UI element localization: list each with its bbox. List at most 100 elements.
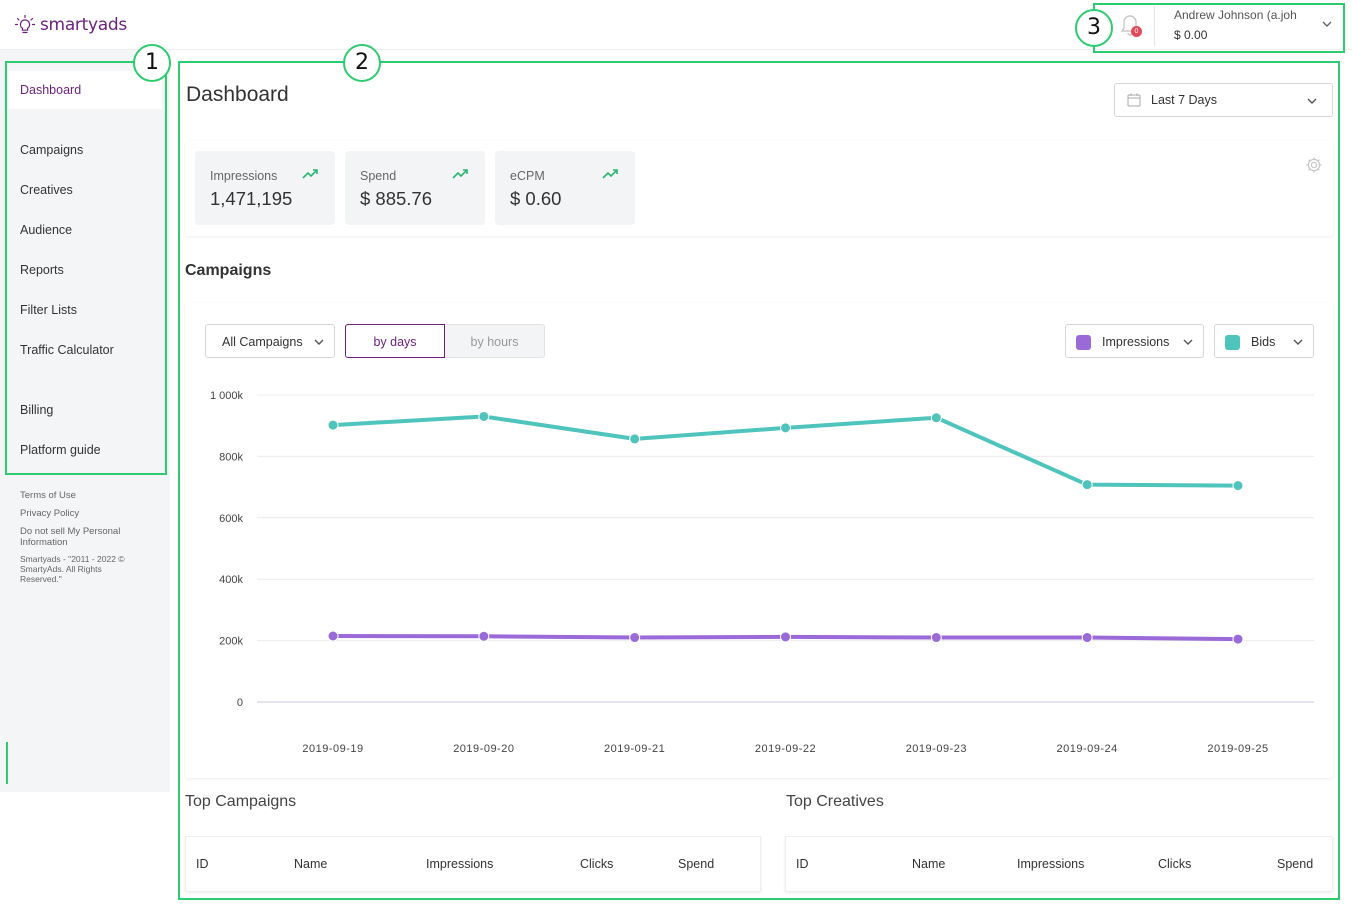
- data-point-impressions: [780, 631, 791, 643]
- metric2-value: Bids: [1251, 335, 1276, 349]
- user-name[interactable]: Andrew Johnson (a.joh: [1174, 8, 1297, 22]
- y-tick-label: 800k: [219, 451, 243, 463]
- y-tick-label: 600k: [219, 513, 243, 525]
- x-tick-label: 2019-09-20: [453, 743, 514, 755]
- stat-value: $ 885.76: [360, 188, 433, 209]
- stat-value: $ 0.60: [510, 188, 562, 209]
- x-tick-label: 2019-09-21: [604, 743, 665, 755]
- data-point-bids: [1081, 479, 1093, 491]
- campaign-select[interactable]: All Campaigns: [205, 324, 335, 358]
- user-balance: $ 0.00: [1174, 28, 1208, 42]
- stat-label: Impressions: [210, 169, 278, 183]
- data-point-bids: [780, 422, 791, 434]
- data-point-impressions: [1081, 632, 1093, 644]
- metric2-select[interactable]: Bids: [1214, 324, 1314, 358]
- date-range-value: Last 7 Days: [1151, 93, 1218, 107]
- y-tick-label: 0: [237, 697, 243, 709]
- sidebar-item-campaigns[interactable]: Campaigns: [20, 143, 84, 157]
- top-creatives-table: ID Name Impressions Clicks Spend: [785, 836, 1333, 892]
- data-point-impressions: [629, 632, 641, 644]
- x-tick-label: 2019-09-24: [1057, 743, 1118, 755]
- copyright: Smartyads - "2011 - 2022 © SmartyAds. Al…: [20, 554, 125, 584]
- stat-card-ecpm: eCPM $ 0.60: [495, 151, 635, 225]
- do-not-sell-link[interactable]: Do not sell My Personal Information: [20, 526, 121, 548]
- privacy-link[interactable]: Privacy Policy: [20, 508, 80, 519]
- date-range-select[interactable]: Last 7 Days: [1114, 83, 1333, 117]
- x-tick-label: 2019-09-22: [755, 743, 816, 755]
- data-point-impressions: [478, 630, 490, 642]
- trend-up-icon: [452, 169, 468, 179]
- y-tick-label: 400k: [219, 574, 243, 586]
- chevron-down-icon: [1307, 98, 1317, 104]
- top-campaigns-title: Top Campaigns: [185, 793, 297, 810]
- campaigns-section-title: Campaigns: [185, 262, 272, 279]
- stat-label: Spend: [360, 169, 397, 183]
- data-point-impressions: [1232, 633, 1244, 645]
- sidebar: Dashboard Campaigns Creatives Audience R…: [0, 50, 170, 792]
- data-point-bids: [478, 410, 490, 422]
- data-point-impressions: [930, 632, 942, 644]
- top-creatives-title: Top Creatives: [786, 793, 884, 810]
- notification-badge: 0: [1131, 26, 1142, 37]
- col-header-spend[interactable]: Spend: [678, 857, 715, 871]
- data-point-bids: [327, 419, 339, 431]
- annotation-marker-2: 2: [343, 44, 381, 82]
- line-chart: 0 200k 400k 600k 800k 1 000k 2019-09-19 2019-09…: [210, 390, 1314, 755]
- stat-card-spend: Spend $ 885.76: [345, 151, 485, 225]
- annotation-marker-3: 3: [1075, 9, 1113, 47]
- chevron-down-icon[interactable]: [1320, 17, 1334, 31]
- col-header-clicks[interactable]: Clicks: [580, 857, 614, 871]
- trend-up-icon: [302, 169, 318, 179]
- logo[interactable]: smartyads: [14, 14, 127, 36]
- campaign-select-value: All Campaigns: [222, 335, 303, 349]
- chevron-down-icon: [1183, 339, 1193, 345]
- data-point-bids: [1232, 480, 1244, 492]
- sidebar-item-filter-lists[interactable]: Filter Lists: [20, 303, 77, 317]
- data-point-bids: [930, 412, 942, 424]
- calendar-icon: [1127, 93, 1141, 107]
- divider: [1154, 6, 1155, 46]
- sidebar-item-billing[interactable]: Billing: [20, 403, 54, 417]
- top-bar: smartyads 0 Andrew Johnson (a.joh $ 0.00: [0, 0, 1352, 50]
- col-header-clicks[interactable]: Clicks: [1158, 857, 1192, 871]
- sidebar-item-platform-guide[interactable]: Platform guide: [20, 443, 101, 457]
- stats-panel: Impressions 1,471,195 Spend $ 885.76 eCP…: [185, 141, 1333, 236]
- campaigns-chart-panel: All Campaigns by days by hours Impressio…: [185, 303, 1333, 778]
- col-header-id[interactable]: ID: [796, 857, 809, 871]
- data-point-bids: [629, 433, 641, 445]
- stat-value: 1,471,195: [210, 188, 293, 209]
- y-tick-label: 1 000k: [210, 390, 244, 402]
- col-header-id[interactable]: ID: [196, 857, 209, 871]
- sidebar-item-reports[interactable]: Reports: [20, 263, 64, 277]
- by-hours-button[interactable]: by hours: [445, 324, 545, 358]
- trend-up-icon: [602, 169, 618, 179]
- sidebar-item-creatives[interactable]: Creatives: [20, 183, 73, 197]
- metric1-select[interactable]: Impressions: [1065, 324, 1204, 358]
- granularity-toggle: by days by hours: [345, 324, 545, 358]
- sidebar-item-audience[interactable]: Audience: [20, 223, 73, 237]
- col-header-name[interactable]: Name: [294, 857, 328, 871]
- page-title: Dashboard: [186, 83, 289, 106]
- annotation-marker-1: 1: [133, 44, 171, 82]
- lightbulb-icon: [14, 14, 36, 34]
- impressions-swatch: [1076, 335, 1091, 350]
- terms-link[interactable]: Terms of Use: [20, 490, 76, 501]
- sidebar-item-dashboard[interactable]: Dashboard: [8, 71, 162, 109]
- gear-icon[interactable]: [1305, 156, 1323, 174]
- col-header-impressions[interactable]: Impressions: [426, 857, 494, 871]
- col-header-impressions[interactable]: Impressions: [1017, 857, 1085, 871]
- stat-label: eCPM: [510, 169, 545, 183]
- bids-swatch: [1225, 335, 1240, 350]
- col-header-spend[interactable]: Spend: [1277, 857, 1314, 871]
- x-tick-label: 2019-09-25: [1207, 743, 1268, 755]
- metric1-value: Impressions: [1102, 335, 1170, 349]
- stat-card-impressions: Impressions 1,471,195: [195, 151, 335, 225]
- chevron-down-icon: [1293, 339, 1303, 345]
- sidebar-item-traffic-calculator[interactable]: Traffic Calculator: [20, 343, 114, 357]
- col-header-name[interactable]: Name: [912, 857, 946, 871]
- brand-name: smartyads: [40, 15, 127, 35]
- data-point-impressions: [327, 630, 339, 642]
- x-tick-label: 2019-09-23: [906, 743, 967, 755]
- by-days-button[interactable]: by days: [345, 324, 445, 358]
